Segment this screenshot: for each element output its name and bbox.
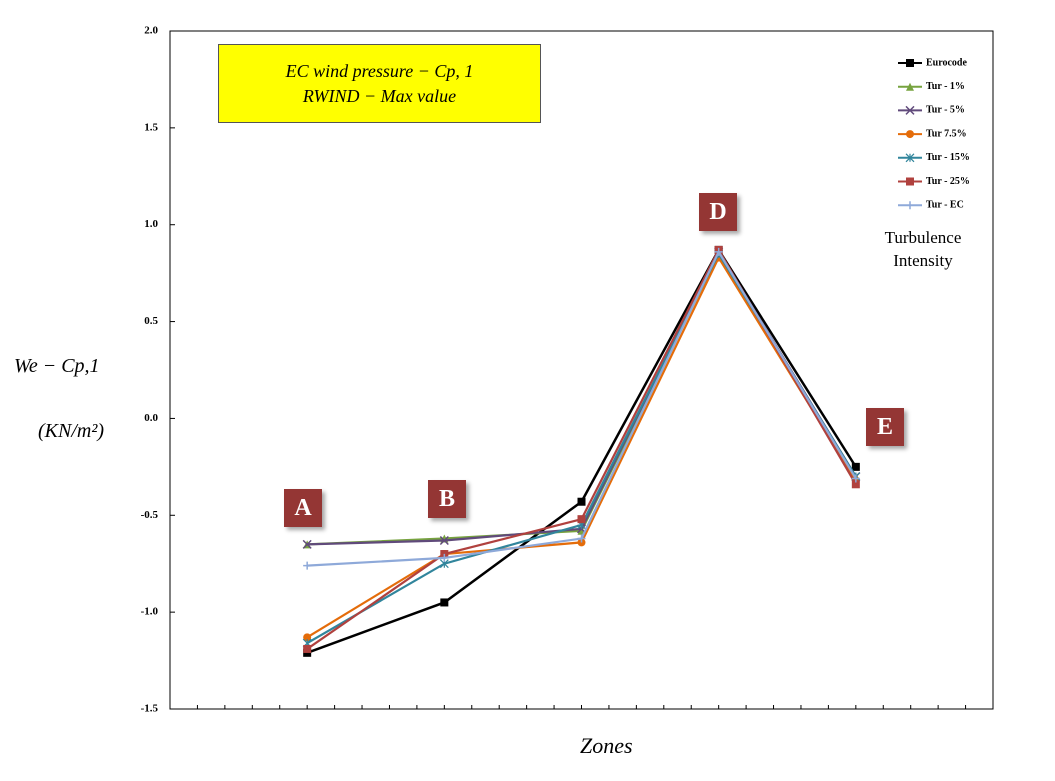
title-box: EC wind pressure − Cp, 1 RWIND − Max val… [218, 44, 541, 123]
x-axis-label: Zones [580, 733, 633, 758]
marker [906, 177, 914, 186]
y-tick-label: -0.5 [141, 509, 159, 521]
marker [851, 474, 860, 483]
y-tick-label: 1.5 [144, 121, 158, 133]
y-tick-label: 1.0 [144, 218, 158, 230]
series-line [306, 247, 857, 650]
zone-label: D [699, 193, 737, 231]
y-tick-label: 0.5 [144, 315, 158, 327]
marker [577, 515, 586, 524]
marker [303, 561, 312, 570]
legend-label: Tur - 25% [926, 176, 970, 187]
legend-label: Tur - 5% [926, 105, 965, 116]
series-line [306, 255, 857, 639]
y-axis-unit: (KN/m²) [38, 420, 104, 442]
marker [577, 497, 586, 506]
y-tick-label: -1.5 [141, 703, 159, 715]
chart-title: EC wind pressure − Cp, 1 [285, 60, 474, 81]
marker [851, 480, 860, 489]
marker [905, 105, 915, 115]
chart-subtitle: RWIND − Max value [302, 85, 457, 106]
legend-title: Turbulence Intensity [884, 228, 962, 270]
legend: Eurocode Tur - 1% Tur - 5% Tur 7.5% Tur - 15… [898, 57, 970, 210]
legend-label: Tur 7.5% [926, 128, 967, 139]
zone-label: B [428, 480, 466, 518]
legend-label: Tur - EC [926, 199, 964, 210]
marker [303, 633, 312, 642]
legend-label: Tur - 15% [926, 152, 970, 163]
marker [303, 644, 312, 653]
marker [905, 153, 915, 163]
marker [906, 59, 914, 67]
marker [302, 539, 312, 549]
marker [906, 201, 914, 210]
marker [851, 462, 860, 471]
zone-label: E [866, 408, 904, 446]
y-tick-label: -1.0 [141, 606, 159, 618]
marker [440, 598, 449, 607]
y-tick-label: 0.0 [144, 412, 158, 424]
marker [906, 130, 914, 139]
legend-label: Tur - 1% [926, 81, 965, 92]
marker [440, 553, 449, 562]
y-tick-label: 2.0 [144, 25, 158, 37]
legend-label: Eurocode [926, 57, 967, 68]
plot-frame [169, 30, 994, 710]
series-line [306, 251, 857, 645]
marker [577, 534, 586, 543]
y-axis-label: We − Cp,1 [14, 355, 100, 377]
marker [439, 535, 449, 545]
marker [906, 82, 914, 91]
zone-label: A [284, 489, 322, 527]
marker [714, 247, 723, 256]
